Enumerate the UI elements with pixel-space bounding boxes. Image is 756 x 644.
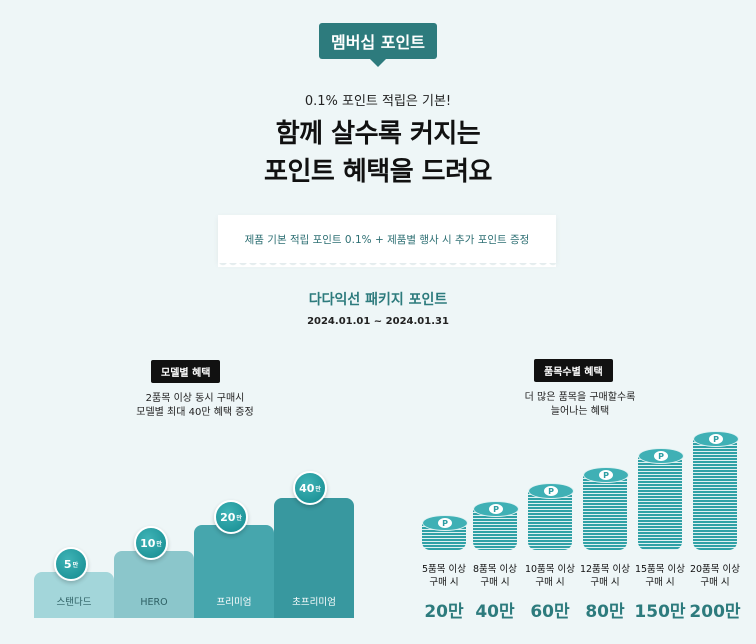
quantity-threshold: 12품목 이상 (579, 564, 631, 575)
point-note-text: 제품 기본 적립 포인트 0.1% + 제품별 행사 시 추가 포인트 증정 (244, 233, 530, 246)
quantity-benefit-tag: 품목수별 혜택 (534, 359, 613, 382)
model-desc-line-2: 모델별 최대 40만 혜택 증정 (136, 407, 254, 418)
tier-label: HERO (140, 597, 168, 608)
quantity-threshold: 10품목 이상 (524, 564, 576, 575)
tier-bar-super-premium: 초프리미엄 (274, 498, 354, 618)
quantity-suffix: 구매 시 (535, 577, 565, 588)
quantity-desc-line-1: 더 많은 품목을 구매할수록 (524, 392, 636, 403)
coin-stack-top-icon: P (422, 515, 468, 531)
quantity-suffix: 구매 시 (480, 577, 510, 588)
model-benefit-tag: 모델별 혜택 (151, 360, 221, 383)
point-mark: P (489, 504, 503, 514)
coin-unit: 만 (236, 514, 242, 522)
quantity-threshold: 15품목 이상 (634, 564, 686, 575)
coin-amount: 5 (63, 557, 72, 571)
point-mark: P (544, 486, 558, 496)
points-amount: 60만 (530, 602, 570, 622)
subline: 0.1% 포인트 적립은 기본! (304, 94, 452, 109)
coin-stack (693, 440, 737, 550)
coin-stack-top-icon: P (583, 467, 629, 483)
quantity-threshold: 8품목 이상 (472, 564, 518, 575)
coin-stack-top-icon: P (638, 448, 684, 464)
tier-label: 스탠다드 (56, 597, 92, 608)
event-date: 2024.01.01 ~ 2024.01.31 (307, 316, 449, 327)
point-note-box: 제품 기본 적립 포인트 0.1% + 제품별 행사 시 추가 포인트 증정 (218, 215, 556, 267)
model-desc-line-1: 2품목 이상 동시 구매시 (145, 393, 245, 404)
points-amount: 150만 (634, 602, 686, 622)
points-amount: 40만 (475, 602, 515, 622)
coin-icon: 10 만 (134, 526, 168, 560)
quantity-threshold: 5품목 이상 (421, 564, 467, 575)
coin-unit: 만 (72, 561, 79, 569)
quantity-suffix: 구매 시 (645, 577, 675, 588)
coin-unit: 만 (156, 540, 162, 548)
points-amount: 80만 (585, 602, 625, 622)
event-title: 다다익선 패키지 포인트 (308, 292, 448, 308)
quantity-threshold: 20품목 이상 (689, 564, 741, 575)
coin-stack (583, 476, 627, 550)
quantity-label: 10품목 이상 구매 시 (520, 563, 580, 589)
coin-amount: 40 (299, 481, 315, 495)
quantity-desc-line-2: 늘어나는 혜택 (550, 406, 610, 417)
coin-stack (638, 457, 682, 550)
tier-bar-premium: 프리미엄 (194, 525, 274, 618)
headline-line-1: 함께 살수록 커지는 (275, 119, 481, 149)
coin-amount: 20 (220, 510, 236, 524)
headline-line-2: 포인트 혜택을 드려요 (264, 157, 492, 187)
quantity-suffix: 구매 시 (700, 577, 730, 588)
coin-stack-top-icon: P (693, 431, 739, 447)
badge-wrap: 멤버십 포인트 (0, 23, 756, 67)
model-benefit-desc: 2품목 이상 동시 구매시 모델별 최대 40만 혜택 증정 (110, 392, 280, 420)
tier-bar-hero: HERO (114, 551, 194, 618)
quantity-label: 12품목 이상 구매 시 (575, 563, 635, 589)
coin-icon: 40 만 (293, 471, 327, 505)
quantity-label: 15품목 이상 구매 시 (630, 563, 690, 589)
coin-stack-top-icon: P (473, 501, 519, 517)
membership-badge: 멤버십 포인트 (319, 23, 437, 67)
point-mark: P (709, 434, 723, 444)
quantity-benefit-desc: 더 많은 품목을 구매할수록 늘어나는 혜택 (495, 391, 665, 419)
points-amount: 20만 (424, 602, 464, 622)
coin-unit: 만 (315, 485, 321, 493)
coin-stack (528, 492, 572, 550)
coin-icon: 20 만 (214, 500, 248, 534)
point-mark: P (438, 518, 452, 528)
quantity-suffix: 구매 시 (590, 577, 620, 588)
point-mark: P (654, 451, 668, 461)
page-title: 함께 살수록 커지는 포인트 혜택을 드려요 (0, 115, 756, 191)
quantity-label: 8품목 이상 구매 시 (465, 563, 525, 589)
point-mark: P (599, 470, 613, 480)
quantity-suffix: 구매 시 (429, 577, 459, 588)
points-amount: 200만 (689, 602, 741, 622)
coin-stack-top-icon: P (528, 483, 574, 499)
tier-label: 프리미엄 (216, 597, 252, 608)
quantity-label: 20품목 이상 구매 시 (685, 563, 745, 589)
coin-amount: 10 (140, 536, 156, 550)
quantity-label: 5품목 이상 구매 시 (414, 563, 474, 589)
tier-label: 초프리미엄 (292, 597, 336, 608)
